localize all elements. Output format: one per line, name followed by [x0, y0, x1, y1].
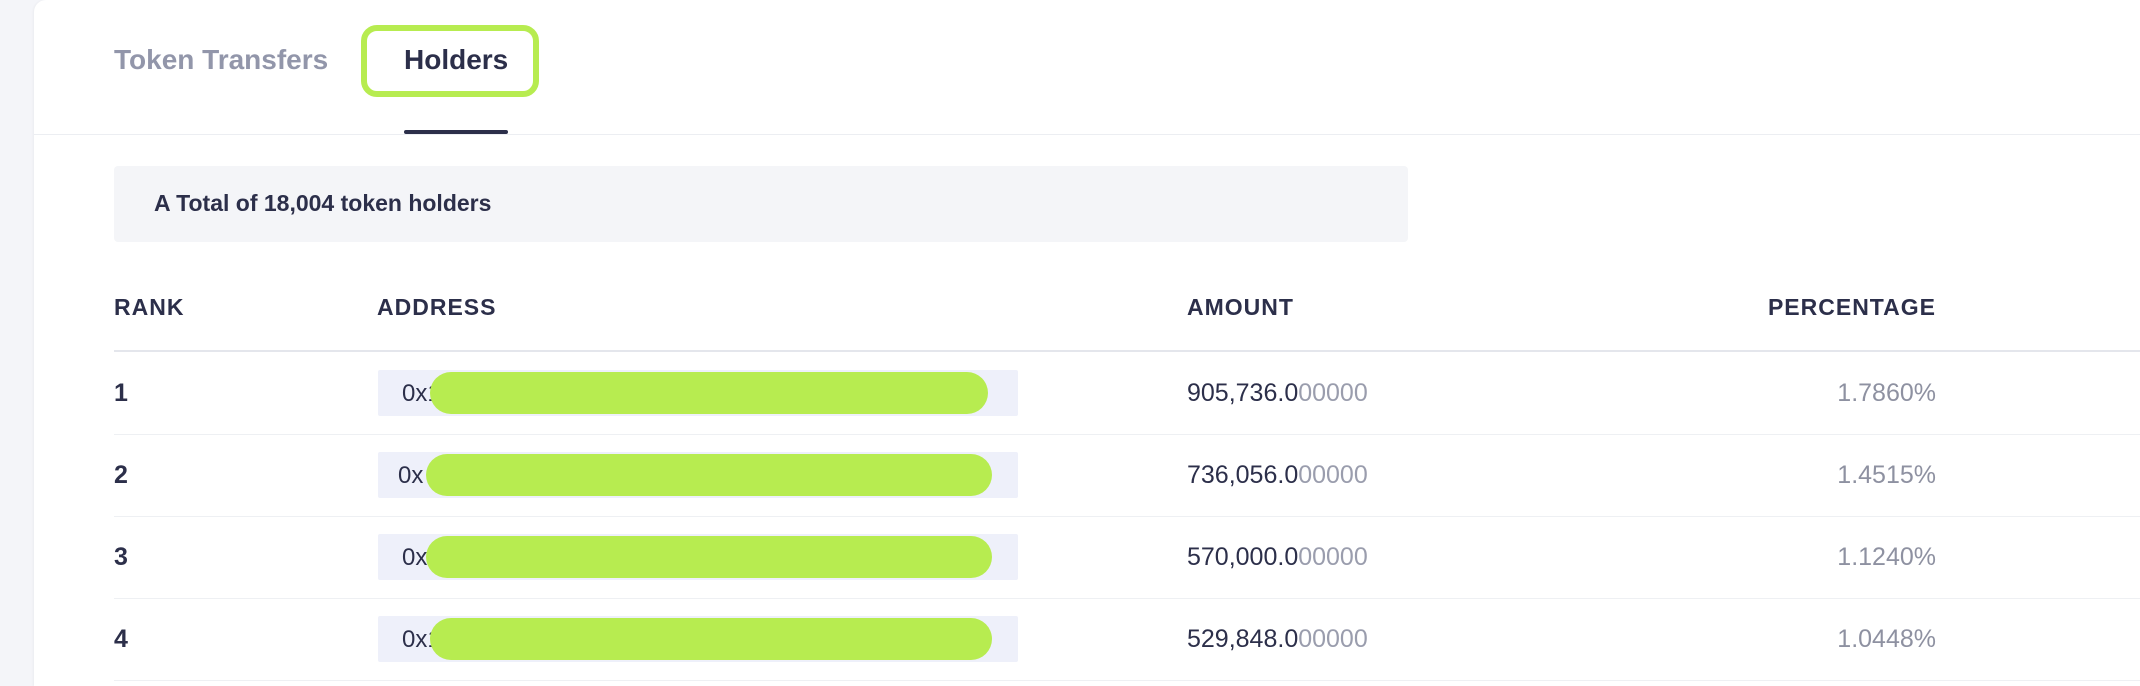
column-header-rank: RANK: [114, 294, 185, 320]
amount-cell: 736,056.000000: [1187, 461, 1368, 489]
redaction-overlay: [430, 618, 992, 660]
address-link[interactable]: 0x1: [378, 370, 1018, 416]
tab-holders[interactable]: Holders: [404, 44, 509, 75]
address-text: 0x: [402, 544, 428, 571]
holders-summary-box: A Total of 18,004 token holders: [114, 166, 1408, 242]
percentage-cell: 1.0448%: [1837, 625, 1936, 653]
rank-cell: 2: [114, 461, 128, 489]
redaction-overlay: [430, 372, 988, 414]
percentage-cell: 1.4515%: [1837, 461, 1936, 489]
amount-cell: 905,736.000000: [1187, 379, 1368, 407]
rank-cell: 3: [114, 543, 128, 571]
tab-bar: Token Transfers Holders: [34, 0, 2140, 135]
column-header-amount: AMOUNT: [1187, 294, 1294, 320]
table-header-divider: [114, 350, 2140, 352]
amount-cell: 529,848.000000: [1187, 625, 1368, 653]
column-header-percentage: PERCENTAGE: [1767, 294, 1936, 320]
table-row: 3 0x 570,000.000000 1.1240%: [114, 516, 2140, 599]
redaction-overlay: [426, 536, 992, 578]
column-header-address: ADDRESS: [377, 294, 497, 320]
address-link[interactable]: 0x: [378, 534, 1018, 580]
table-row: 2 0x 736,056.000000 1.4515%: [114, 434, 2140, 517]
address-text: 0x: [398, 462, 424, 489]
rank-cell: 1: [114, 379, 128, 407]
redaction-overlay: [426, 454, 992, 496]
tab-token-transfers[interactable]: Token Transfers: [114, 44, 329, 75]
table-row: 1 0x1 905,736.000000 1.7860%: [114, 352, 2140, 435]
address-link[interactable]: 0x1: [378, 616, 1018, 662]
amount-cell: 570,000.000000: [1187, 543, 1368, 571]
active-tab-indicator: [404, 130, 508, 134]
table-row: 4 0x1 529,848.000000 1.0448%: [114, 598, 2140, 681]
percentage-cell: 1.7860%: [1837, 379, 1936, 407]
rank-cell: 4: [114, 625, 128, 653]
holders-card: Token Transfers Holders A Total of 18,00…: [34, 0, 2140, 686]
percentage-cell: 1.1240%: [1837, 543, 1936, 571]
holders-summary-text: A Total of 18,004 token holders: [154, 190, 492, 216]
address-link[interactable]: 0x: [378, 452, 1018, 498]
